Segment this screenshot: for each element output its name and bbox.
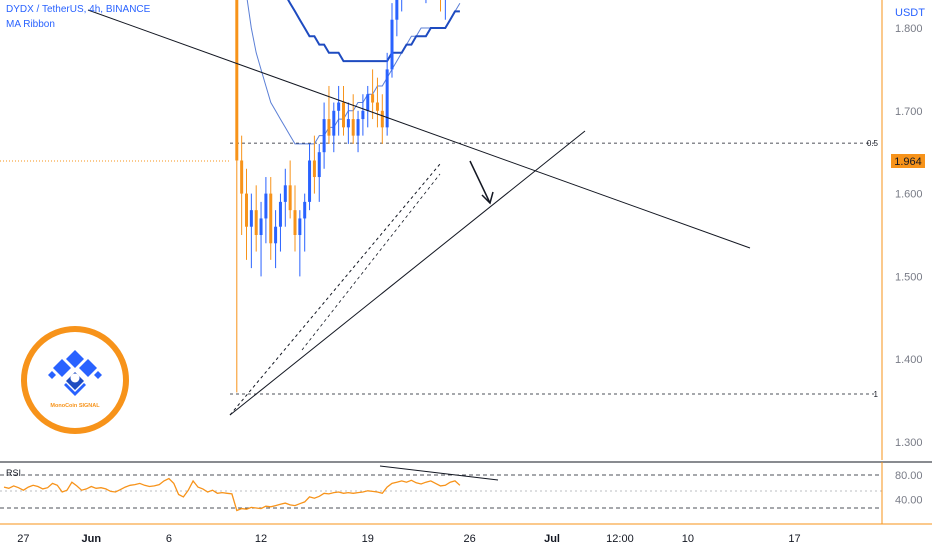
candle-body bbox=[361, 110, 365, 120]
time-tick-9: 17 bbox=[788, 533, 800, 545]
candle-body bbox=[240, 160, 244, 194]
candle-body bbox=[264, 193, 268, 219]
projection-arrow bbox=[469, 160, 491, 204]
dashed-channel-line bbox=[301, 173, 441, 351]
descending-trendline bbox=[87, 9, 751, 249]
time-tick-6: Jul bbox=[544, 533, 560, 545]
price-tick-6: 1.700 bbox=[895, 106, 923, 118]
ma-slow-line bbox=[246, 0, 461, 145]
candle-body bbox=[254, 210, 258, 235]
candle-body bbox=[380, 110, 384, 128]
indicator-label[interactable]: MA Ribbon bbox=[6, 19, 55, 30]
candle-body bbox=[245, 193, 248, 227]
arrow-head bbox=[481, 191, 494, 205]
price-tick-7: 1.600 bbox=[895, 189, 923, 201]
candle-body bbox=[351, 119, 355, 136]
candle-body bbox=[298, 218, 302, 235]
currency-label: USDT bbox=[895, 7, 925, 19]
candle-body bbox=[337, 102, 341, 111]
time-tick-5: 26 bbox=[463, 533, 475, 545]
rsi-axis: 80.00 40.00 bbox=[895, 470, 923, 507]
candles bbox=[235, 0, 446, 393]
candle-body bbox=[274, 226, 278, 244]
logo: MonoCoin SIGNAL bbox=[21, 326, 129, 434]
candle-body bbox=[390, 19, 394, 70]
candle-body bbox=[269, 193, 273, 244]
time-tick-7: 12:00 bbox=[606, 533, 634, 545]
rsi-tick-0: 80.00 bbox=[895, 470, 923, 482]
rsi-tick-1: 40.00 bbox=[895, 494, 923, 506]
candle-body bbox=[235, 0, 239, 161]
last-price-badge bbox=[891, 154, 925, 168]
candle-body bbox=[303, 201, 307, 219]
time-tick-3: 12 bbox=[255, 533, 267, 545]
candle-body bbox=[395, 0, 399, 20]
candle-body bbox=[288, 185, 292, 211]
candle-body bbox=[259, 218, 263, 235]
candle-body bbox=[249, 210, 253, 227]
candle-body bbox=[371, 94, 375, 103]
candle-body bbox=[278, 201, 282, 227]
last-price-value: 1.964 bbox=[894, 156, 922, 168]
trendlines bbox=[87, 9, 751, 416]
rsi-divergence-line bbox=[379, 465, 499, 481]
price-axis[interactable]: 2.3002.2002.1002.0001.9001.8001.7001.600… bbox=[895, 0, 923, 449]
price-tick-5: 1.800 bbox=[895, 23, 923, 35]
dashed-trendline bbox=[229, 163, 441, 416]
candle-body bbox=[375, 102, 379, 111]
candle-body bbox=[317, 152, 321, 178]
candle-body bbox=[327, 119, 331, 136]
candle-body bbox=[385, 69, 389, 128]
candle-body bbox=[366, 94, 370, 111]
price-tick-9: 1.400 bbox=[895, 354, 923, 366]
price-tick-8: 1.500 bbox=[895, 271, 923, 283]
rsi-line bbox=[3, 477, 461, 512]
time-tick-8: 10 bbox=[682, 533, 694, 545]
logo-text: MonoCoin SIGNAL bbox=[50, 403, 100, 409]
fib-label-1: 0.5 bbox=[867, 139, 879, 148]
candle-body bbox=[342, 102, 345, 128]
candle-body bbox=[312, 160, 316, 178]
candle-body bbox=[332, 110, 336, 136]
candle-body bbox=[346, 119, 350, 128]
candle-body bbox=[283, 185, 287, 202]
time-axis[interactable]: 27 Jun 6 12 19 26 Jul 12:00 10 17 bbox=[17, 533, 800, 545]
rsi-label[interactable]: RSI bbox=[6, 468, 22, 478]
candle-body bbox=[356, 119, 360, 136]
chart-title[interactable]: DYDX / TetherUS, 4h, BINANCE bbox=[6, 4, 151, 15]
fib-levels: 00.51 bbox=[230, 139, 879, 399]
time-tick-0: 27 bbox=[17, 533, 29, 545]
candle-body bbox=[293, 210, 297, 235]
time-tick-4: 19 bbox=[362, 533, 374, 545]
price-tick-10: 1.300 bbox=[895, 437, 923, 449]
candle-body bbox=[322, 119, 326, 153]
time-tick-1: Jun bbox=[82, 533, 102, 545]
ascending-trendline bbox=[229, 130, 586, 416]
ma-fast-line bbox=[287, 0, 460, 63]
time-tick-2: 6 bbox=[166, 533, 172, 545]
candle-body bbox=[308, 160, 312, 202]
fib-label-2: 1 bbox=[874, 390, 879, 399]
